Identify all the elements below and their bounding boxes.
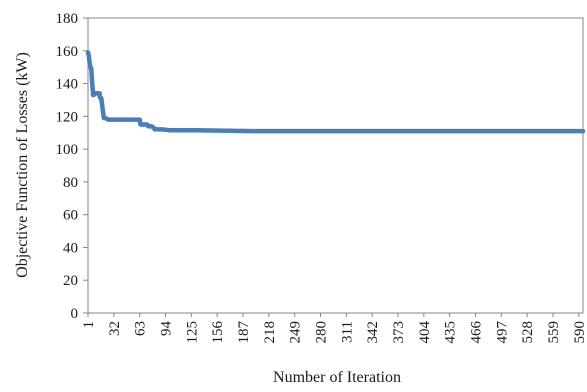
series-line-0 <box>85 50 586 134</box>
x-tick-label: 32 <box>107 321 123 336</box>
y-tick-label: 0 <box>71 306 79 322</box>
x-tick-label: 125 <box>184 321 200 344</box>
x-tick-label: 249 <box>288 321 304 344</box>
y-tick-label: 100 <box>56 142 79 158</box>
y-tick-label: 180 <box>56 11 79 27</box>
x-tick-label: 63 <box>133 321 149 336</box>
x-tick-labels: 1 32 63 94 125 156 187 218 249 280 311 342 373 404 435… <box>81 321 587 344</box>
x-tick-label: 1 <box>81 321 97 329</box>
x-tick-label: 94 <box>159 321 175 337</box>
x-tick-label: 590 <box>572 321 587 344</box>
x-tick-label: 187 <box>236 321 252 344</box>
y-tick-label: 160 <box>56 44 79 60</box>
y-tick-label: 140 <box>56 77 79 93</box>
x-tick-label: 559 <box>546 321 562 344</box>
y-tick-label: 20 <box>63 273 78 289</box>
x-tick-label: 218 <box>262 321 278 344</box>
x-axis-title: Number of Iteration <box>273 369 401 386</box>
y-tick-label: 120 <box>56 109 79 125</box>
x-tick-label: 342 <box>365 321 381 344</box>
x-tick-label: 311 <box>339 321 355 343</box>
y-axis-title: Objective Function of Losses (kW) <box>14 52 31 278</box>
plot-frame <box>87 17 584 314</box>
y-tick-labels: 0 20 40 60 80 100 120 140 160 180 <box>56 11 79 322</box>
x-tick-label: 156 <box>210 321 226 344</box>
x-tick-label: 280 <box>314 321 330 344</box>
x-tick-label: 497 <box>494 321 510 344</box>
x-tick-label: 404 <box>417 321 433 344</box>
y-tick-label: 80 <box>63 175 78 191</box>
y-tick-label: 40 <box>63 240 78 256</box>
x-tick-label: 466 <box>469 321 485 344</box>
y-tick-label: 60 <box>63 208 78 224</box>
x-tick-label: 528 <box>520 321 536 344</box>
x-tick-label: 373 <box>391 321 407 344</box>
series-layer <box>85 50 586 134</box>
x-tick-label: 435 <box>443 321 459 344</box>
axes <box>83 17 584 317</box>
